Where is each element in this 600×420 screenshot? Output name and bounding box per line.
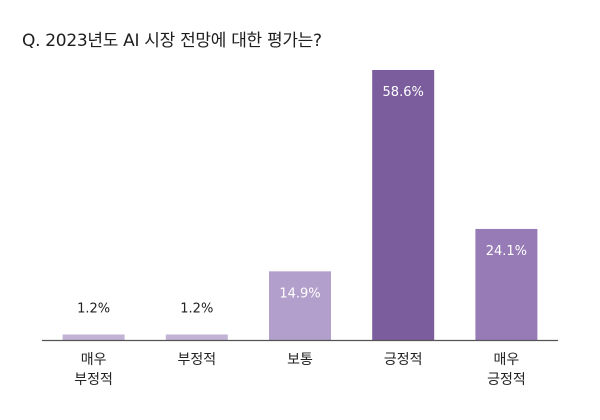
- category-label-1: 부정적: [177, 352, 216, 368]
- bar-value-label-0: 1.2%: [77, 301, 110, 316]
- category-label-4: 매우 긍정적: [487, 352, 526, 388]
- chart-title: Q. 2023년도 AI 시장 전망에 대한 평가는?: [22, 31, 322, 51]
- bar-0: [62, 334, 125, 340]
- bar-value-label-2: 14.9%: [279, 286, 320, 301]
- category-label-2: 보통: [287, 352, 313, 368]
- bar-2: [269, 271, 331, 340]
- category-label-3: 긍정적: [384, 352, 423, 368]
- bar-value-label-3: 58.6%: [383, 85, 424, 100]
- bar-value-label-1: 1.2%: [180, 301, 213, 316]
- category-label-0: 매우 부정적: [74, 352, 113, 388]
- bar-value-label-4: 24.1%: [486, 244, 527, 259]
- bar-4: [475, 228, 538, 340]
- bar-3: [372, 70, 435, 340]
- bar-1: [165, 334, 228, 340]
